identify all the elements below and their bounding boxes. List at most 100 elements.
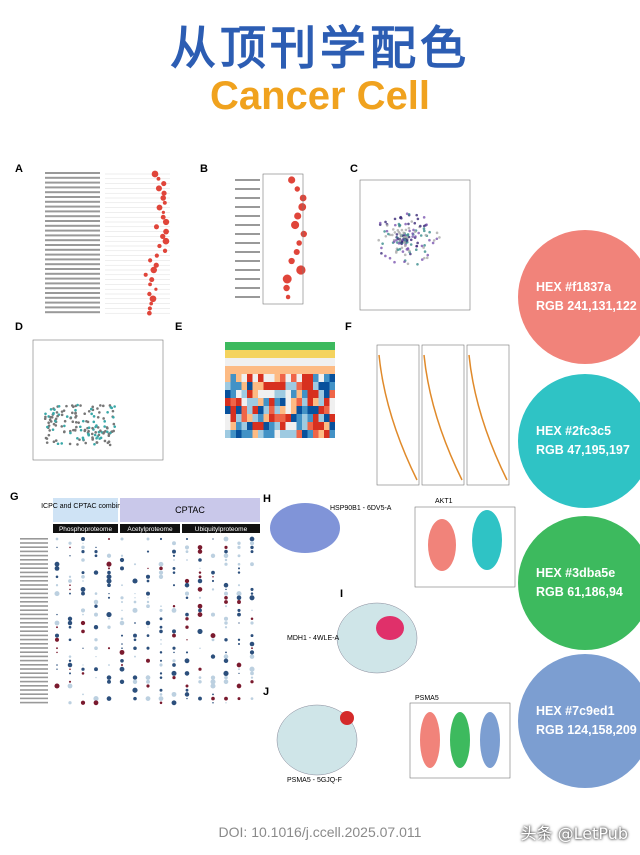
dot xyxy=(160,605,162,608)
label-line xyxy=(45,176,100,179)
cell xyxy=(241,406,247,414)
dot xyxy=(396,229,400,232)
dot xyxy=(394,251,398,254)
dot xyxy=(171,607,177,613)
dot xyxy=(82,693,84,696)
dot xyxy=(224,558,228,562)
dot xyxy=(198,575,202,579)
dot xyxy=(54,565,60,571)
dot xyxy=(224,621,228,625)
dot xyxy=(237,642,241,646)
label-line xyxy=(20,672,48,674)
dot xyxy=(211,638,215,642)
dot xyxy=(197,628,203,634)
dot xyxy=(249,641,255,647)
dot xyxy=(185,596,189,600)
frame xyxy=(409,702,511,779)
frame xyxy=(421,344,465,486)
dot xyxy=(406,247,410,250)
dot xyxy=(415,244,419,248)
cell xyxy=(258,382,264,390)
cell xyxy=(247,398,253,406)
cell xyxy=(313,414,319,422)
dot xyxy=(44,415,47,419)
dot xyxy=(93,700,99,706)
cell xyxy=(252,414,258,422)
cell xyxy=(285,390,291,398)
cell xyxy=(269,374,275,382)
cell xyxy=(225,390,231,398)
label-line xyxy=(235,260,260,262)
cell xyxy=(291,390,297,398)
dot xyxy=(92,415,96,418)
cell xyxy=(263,414,269,422)
label-line xyxy=(20,546,48,548)
dot xyxy=(99,429,102,432)
dot xyxy=(81,667,85,671)
dot xyxy=(94,554,98,558)
dot xyxy=(134,597,136,599)
dot xyxy=(132,675,138,680)
dot xyxy=(384,220,387,224)
dot xyxy=(133,600,137,604)
cell xyxy=(280,414,286,422)
dot xyxy=(163,228,169,235)
cell xyxy=(285,406,291,414)
swatch-rgb: RGB 241,131,122 xyxy=(536,299,637,313)
dot xyxy=(107,434,111,438)
dot xyxy=(223,654,229,659)
dot xyxy=(119,649,125,655)
dot xyxy=(67,616,73,621)
label-line xyxy=(20,567,48,569)
dot xyxy=(408,229,411,233)
dot xyxy=(397,222,401,226)
label: PSMA5 - 5GJQ-F xyxy=(287,777,342,784)
cell xyxy=(263,422,269,430)
dot xyxy=(133,646,137,650)
dot xyxy=(56,626,58,629)
dot xyxy=(158,574,164,579)
structure xyxy=(276,704,358,776)
cell xyxy=(302,398,308,406)
label: HSP90B1 - 6DV5-A xyxy=(330,505,392,512)
cell xyxy=(318,342,324,350)
cell xyxy=(258,390,264,398)
dot xyxy=(211,579,215,583)
dot xyxy=(161,181,167,187)
cell xyxy=(296,414,302,422)
label: AKT1 xyxy=(435,498,453,505)
cell xyxy=(252,390,258,398)
dot xyxy=(210,553,216,558)
dot xyxy=(81,591,85,596)
dot xyxy=(81,419,85,423)
dot xyxy=(82,580,84,582)
dot xyxy=(65,404,68,408)
dot xyxy=(399,234,403,238)
cell xyxy=(258,366,264,374)
dot xyxy=(121,609,123,612)
dot xyxy=(68,575,72,578)
cell xyxy=(291,342,297,350)
label-line xyxy=(235,278,260,280)
cell xyxy=(225,430,231,438)
dot xyxy=(132,607,138,613)
dot xyxy=(197,549,203,554)
frame xyxy=(32,339,164,461)
dot xyxy=(385,229,389,233)
dot xyxy=(69,592,71,595)
frame xyxy=(262,173,304,305)
cell xyxy=(318,358,324,366)
dot xyxy=(105,426,109,429)
dot xyxy=(148,282,152,287)
label-line xyxy=(20,554,48,557)
dot xyxy=(400,246,404,250)
dot xyxy=(107,440,111,443)
dot xyxy=(224,545,228,549)
cell xyxy=(247,382,253,390)
cell xyxy=(247,406,253,414)
dot xyxy=(197,578,203,584)
dot xyxy=(283,284,290,292)
dot xyxy=(43,417,47,421)
dot xyxy=(288,176,296,184)
dot xyxy=(300,230,307,238)
